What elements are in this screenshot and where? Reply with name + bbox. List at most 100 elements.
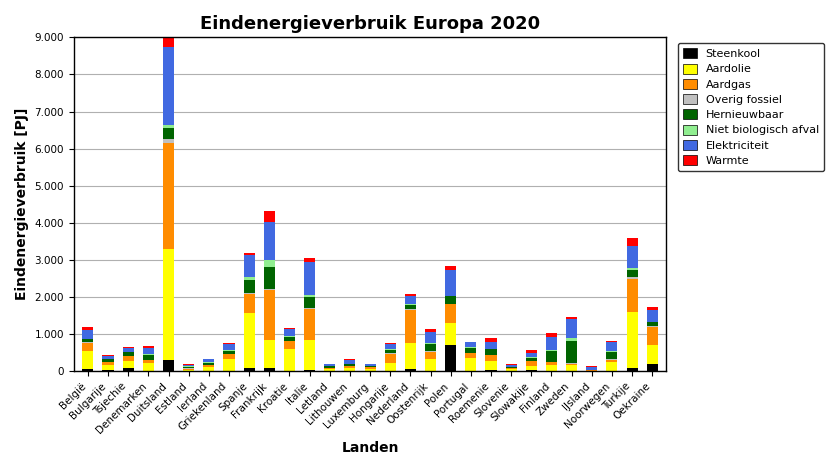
Bar <box>304 370 315 371</box>
Bar <box>506 369 517 371</box>
Bar <box>546 337 557 350</box>
Bar <box>526 358 537 360</box>
Bar <box>163 31 174 47</box>
Y-axis label: Eindenergieverbruik [PJ]: Eindenergieverbruik [PJ] <box>15 108 29 300</box>
Bar <box>123 356 134 361</box>
Bar <box>102 365 113 370</box>
Bar <box>566 341 577 363</box>
Bar <box>546 362 557 365</box>
Bar <box>304 297 315 308</box>
Bar <box>566 319 577 337</box>
X-axis label: Landen: Landen <box>341 441 399 455</box>
Bar <box>123 347 134 348</box>
Bar <box>143 363 154 370</box>
Bar <box>365 369 375 371</box>
Bar <box>627 277 638 279</box>
Bar <box>82 339 93 342</box>
Bar <box>244 253 255 255</box>
Bar <box>405 305 416 309</box>
Bar <box>264 267 275 289</box>
Bar <box>102 355 113 356</box>
Bar <box>344 364 355 366</box>
Bar <box>506 368 517 369</box>
Bar <box>123 352 134 356</box>
Bar <box>445 345 456 371</box>
Bar <box>264 289 275 290</box>
Bar <box>365 364 375 366</box>
Bar <box>465 347 476 353</box>
Bar <box>284 341 295 349</box>
Bar <box>82 338 93 339</box>
Bar <box>425 332 436 343</box>
Bar <box>183 368 194 370</box>
Bar <box>647 307 658 310</box>
Bar <box>244 368 255 371</box>
Bar <box>163 47 174 125</box>
Bar <box>385 343 396 344</box>
Bar <box>344 366 355 368</box>
Bar <box>566 337 577 341</box>
Bar <box>465 353 476 358</box>
Bar <box>405 369 416 371</box>
Bar <box>606 352 617 360</box>
Bar <box>223 354 234 360</box>
Bar <box>445 270 456 296</box>
Bar <box>143 355 154 360</box>
Bar <box>183 370 194 371</box>
Bar <box>627 246 638 268</box>
Bar <box>102 356 113 359</box>
Bar <box>304 340 315 370</box>
Bar <box>324 368 335 369</box>
Bar <box>143 348 154 354</box>
Bar <box>425 370 436 371</box>
Bar <box>647 345 658 364</box>
Bar <box>143 354 154 355</box>
Bar <box>606 341 617 342</box>
Bar <box>264 290 275 340</box>
Bar <box>465 342 476 347</box>
Bar <box>203 367 214 371</box>
Bar <box>264 222 275 259</box>
Bar <box>445 266 456 270</box>
Bar <box>627 279 638 312</box>
Bar <box>102 359 113 362</box>
Bar <box>223 370 234 371</box>
Bar <box>647 326 658 327</box>
Bar <box>163 128 174 140</box>
Bar <box>123 368 134 371</box>
Bar <box>385 370 396 371</box>
Bar <box>223 344 234 350</box>
Bar <box>183 364 194 365</box>
Bar <box>506 365 517 367</box>
Bar <box>647 327 658 345</box>
Bar <box>465 358 476 371</box>
Bar <box>445 305 456 323</box>
Bar <box>627 368 638 371</box>
Bar <box>183 365 194 367</box>
Bar <box>163 140 174 143</box>
Bar <box>445 304 456 305</box>
Bar <box>123 348 134 352</box>
Bar <box>566 364 577 365</box>
Bar <box>486 361 496 370</box>
Bar <box>405 309 416 310</box>
Bar <box>244 277 255 281</box>
Bar <box>163 249 174 360</box>
Bar <box>405 304 416 305</box>
Bar <box>486 370 496 371</box>
Bar <box>546 365 557 371</box>
Bar <box>344 359 355 360</box>
Bar <box>627 270 638 277</box>
Bar <box>324 367 335 368</box>
Bar <box>526 367 537 370</box>
Bar <box>385 350 396 353</box>
Bar <box>546 351 557 362</box>
Bar <box>486 349 496 355</box>
Bar <box>647 310 658 321</box>
Bar <box>143 360 154 363</box>
Bar <box>425 352 436 360</box>
Bar <box>546 350 557 351</box>
Bar <box>223 351 234 353</box>
Bar <box>486 355 496 361</box>
Bar <box>425 343 436 344</box>
